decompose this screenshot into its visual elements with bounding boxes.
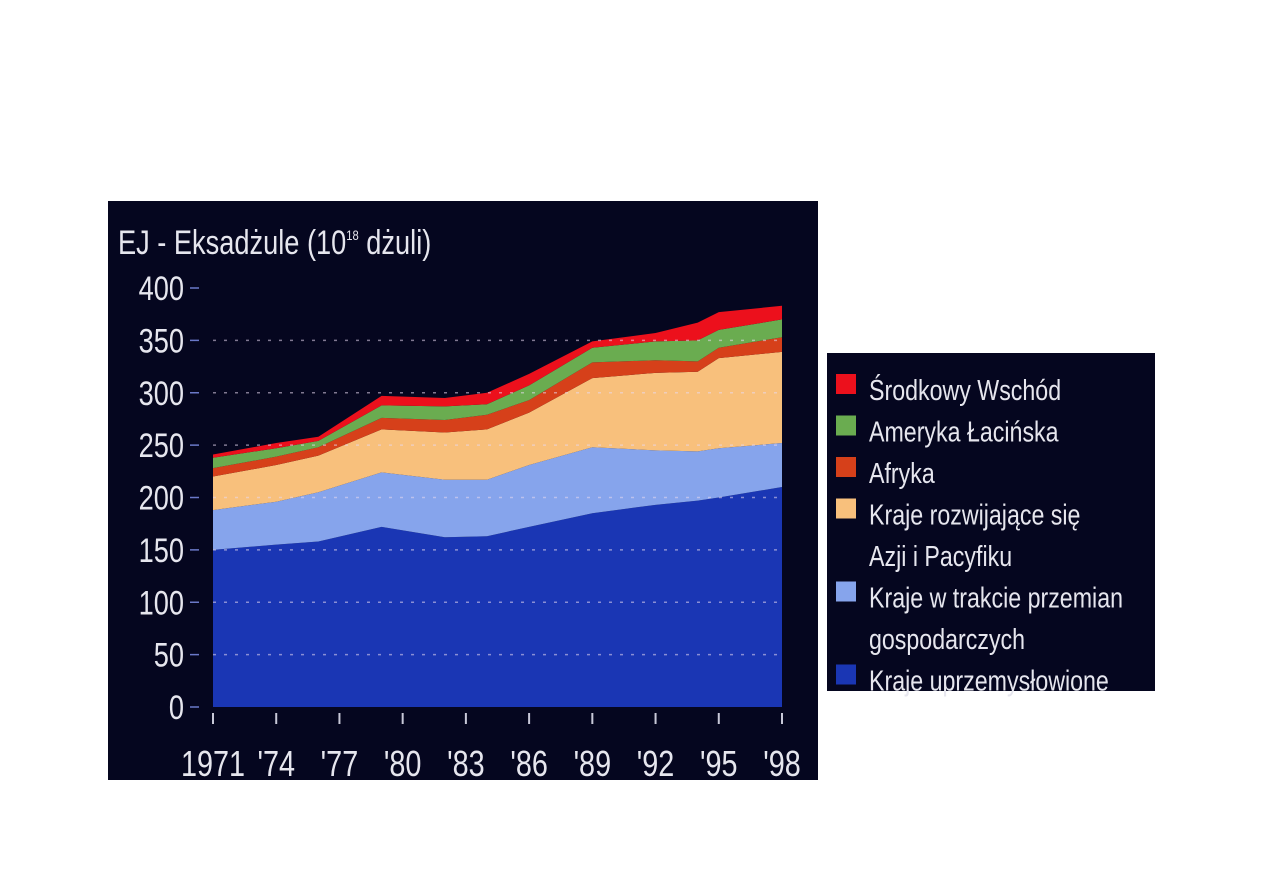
legend-item: Kraje w trakcie przemian gospodarczych xyxy=(836,581,1123,656)
x-tick-label: '86 xyxy=(510,743,548,784)
legend-swatch xyxy=(836,457,856,477)
x-tick-label: '89 xyxy=(574,743,612,784)
y-tick-label: 250 xyxy=(139,427,184,465)
title-superscript: 18 xyxy=(346,227,359,243)
y-tick-label: 200 xyxy=(139,480,184,518)
legend-item: Kraje uprzemysłowione xyxy=(836,664,1109,698)
legend-swatch xyxy=(836,374,856,394)
x-tick-label: '74 xyxy=(257,743,295,784)
x-tick-label: 1971 xyxy=(181,743,245,784)
x-tick-label: '95 xyxy=(700,743,738,784)
legend: Środkowy Wschód Ameryka Łacińska Afryka Kra… xyxy=(836,373,1123,698)
y-tick-label: 0 xyxy=(169,689,184,727)
area-series-3 xyxy=(213,337,782,477)
y-tick-label: 100 xyxy=(139,584,184,622)
legend-label: Kraje w trakcie przemian xyxy=(869,583,1123,615)
legend-swatch xyxy=(836,664,856,685)
area-series-4 xyxy=(213,319,782,469)
legend-label: Azji i Pacyfiku xyxy=(869,541,1012,573)
legend-label: Ameryka Łacińska xyxy=(869,417,1059,449)
legend-item: Afryka xyxy=(836,457,935,490)
area-series-2 xyxy=(213,351,782,511)
legend-label: Afryka xyxy=(869,458,935,490)
legend-swatch xyxy=(836,415,856,436)
legend-swatch xyxy=(836,498,856,519)
legend-label: Środkowy Wschód xyxy=(869,373,1061,407)
legend-label: gospodarczych xyxy=(869,624,1025,656)
x-tick-label: '98 xyxy=(763,743,801,784)
area-series-0 xyxy=(213,487,782,707)
legend-item: Kraje rozwijające się Azji i Pacyfiku xyxy=(836,498,1080,573)
stacked-areas xyxy=(213,305,782,707)
x-axis: 1971 '74 '77 '80 '83 '86 '89 '92 '95 '98 xyxy=(181,713,801,784)
y-tick-label: 50 xyxy=(154,637,184,675)
y-tick-label: 150 xyxy=(139,532,184,570)
x-tick-label: '77 xyxy=(321,743,359,784)
gridlines xyxy=(213,339,782,656)
x-tick-label: '83 xyxy=(447,743,485,784)
x-tick-label: '92 xyxy=(637,743,675,784)
title-main: EJ - Eksadżule (10 xyxy=(118,224,346,262)
y-tick-label: 400 xyxy=(139,270,184,308)
y-axis: 0 50 100 150 200 250 300 350 400 xyxy=(139,270,199,727)
legend-panel xyxy=(827,353,1155,691)
y-tick-label: 300 xyxy=(139,375,184,413)
legend-swatch xyxy=(836,581,856,602)
x-tick-label: '80 xyxy=(384,743,422,784)
legend-item: Ameryka Łacińska xyxy=(836,415,1059,449)
legend-label: Kraje uprzemysłowione xyxy=(869,666,1109,698)
title-tail: dżuli) xyxy=(359,224,432,262)
legend-item: Środkowy Wschód xyxy=(836,373,1061,407)
chart-title: EJ - Eksadżule (1018 dżuli) xyxy=(118,224,431,262)
area-series-5 xyxy=(213,305,782,458)
legend-label: Kraje rozwijające się xyxy=(869,500,1080,532)
y-tick-label: 350 xyxy=(139,322,184,360)
area-series-1 xyxy=(213,443,782,550)
